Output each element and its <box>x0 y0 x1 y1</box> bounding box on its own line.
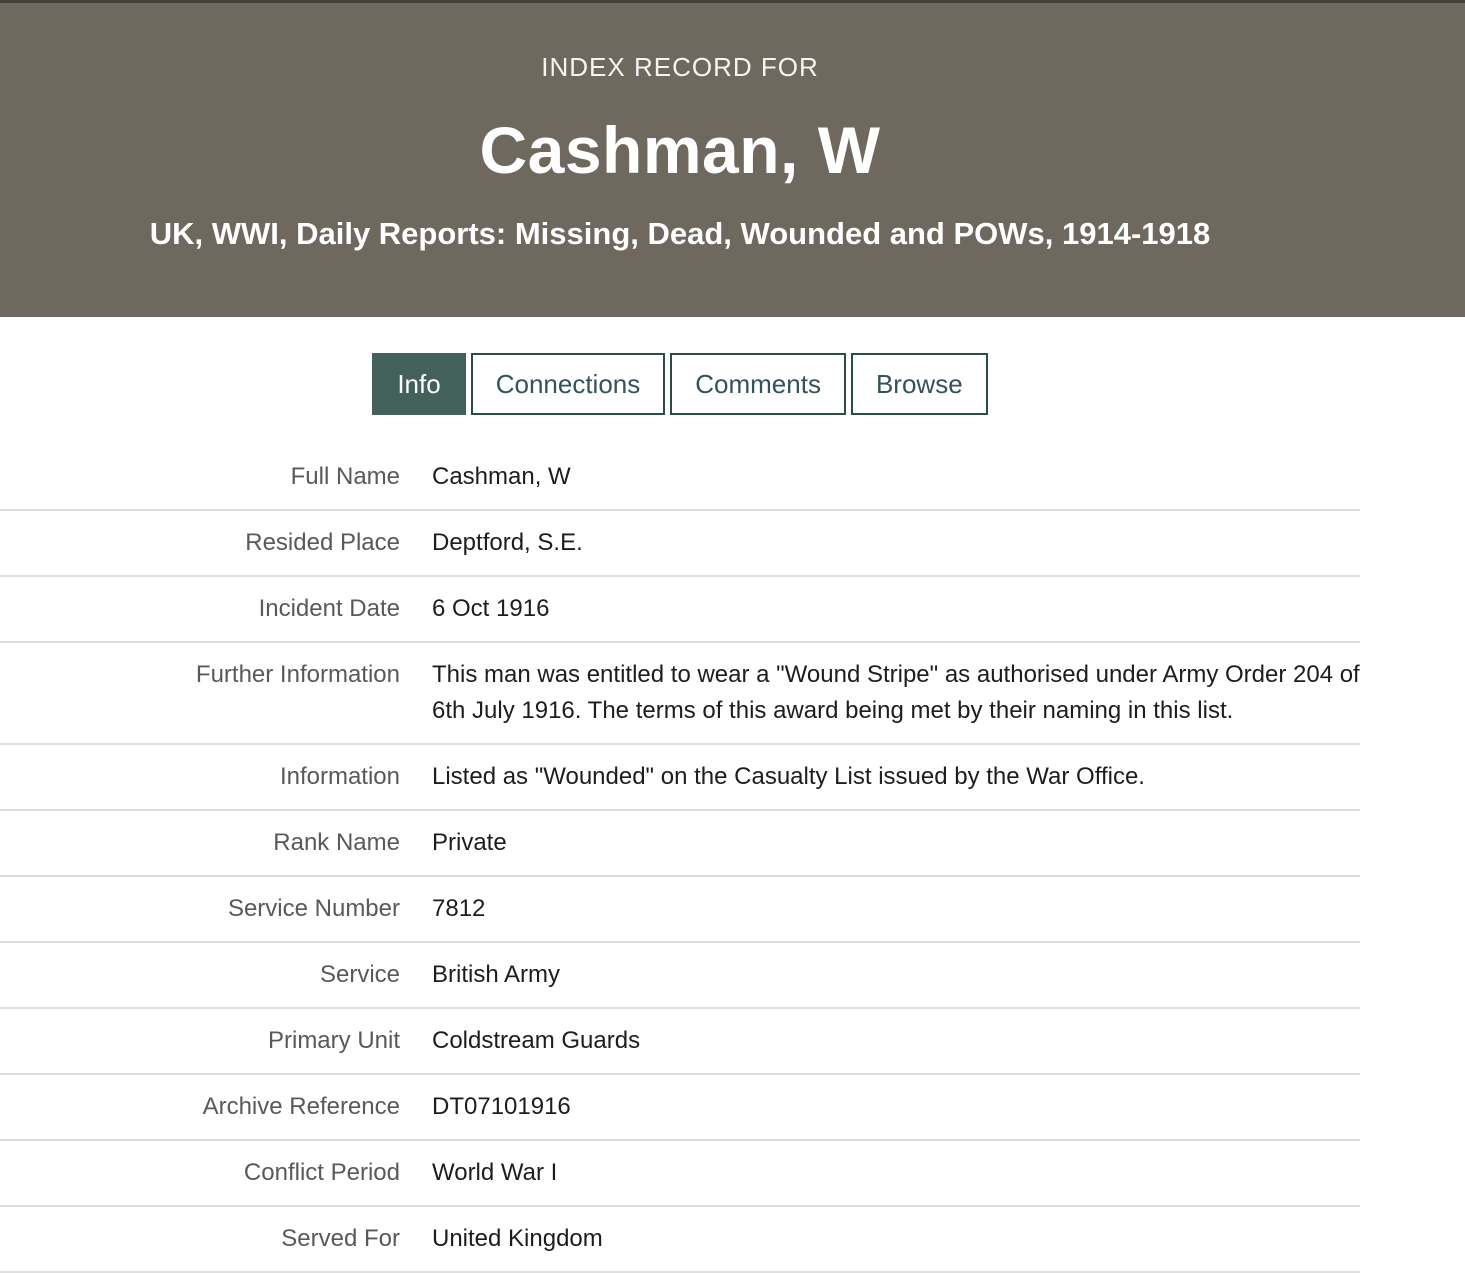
collection-subtitle: UK, WWI, Daily Reports: Missing, Dead, W… <box>149 216 1211 251</box>
field-label: Rank Name <box>273 829 400 856</box>
tab-bar: Info Connections Comments Browse <box>0 353 1360 415</box>
field-label: Incident Date <box>258 595 400 622</box>
record-row-information: Information Listed as "Wounded" on the C… <box>0 745 1360 811</box>
field-value: DT07101916 <box>432 1093 571 1120</box>
field-label: Served For <box>281 1225 400 1252</box>
field-label: Conflict Period <box>243 1159 400 1186</box>
field-label: Primary Unit <box>267 1027 400 1054</box>
record-row-incident-date: Incident Date 6 Oct 1916 <box>0 577 1360 643</box>
record-row-full-name: Full Name Cashman, W <box>0 445 1360 511</box>
record-table: Full Name Cashman, W Resided Place Deptf… <box>0 445 1360 1273</box>
field-value: 7812 <box>432 895 486 922</box>
record-row-resided-place: Resided Place Deptford, S.E. <box>0 511 1360 577</box>
field-value: British Army <box>432 961 561 988</box>
field-value: United Kingdom <box>432 1225 603 1252</box>
field-label: Further Information <box>195 661 400 688</box>
field-value: World War I <box>432 1159 558 1186</box>
record-row-primary-unit: Primary Unit Coldstream Guards <box>0 1009 1360 1075</box>
field-value: Coldstream Guards <box>432 1027 641 1054</box>
field-value: Listed as "Wounded" on the Casualty List… <box>432 763 1145 790</box>
page-title: Cashman, W <box>479 113 881 187</box>
record-row-served-for: Served For United Kingdom <box>0 1207 1360 1273</box>
record-row-archive-reference: Archive Reference DT07101916 <box>0 1075 1360 1141</box>
record-main: Info Connections Comments Browse Full Na… <box>0 353 1360 1273</box>
record-row-further-information: Further Information This man was entitle… <box>0 643 1360 745</box>
record-row-conflict-period: Conflict Period World War I <box>0 1141 1360 1207</box>
field-value: 6 Oct 1916 <box>432 595 550 622</box>
record-row-service: Service British Army <box>0 943 1360 1009</box>
field-label: Archive Reference <box>202 1093 400 1120</box>
field-value: Deptford, S.E. <box>432 529 583 556</box>
field-label: Information <box>279 763 400 790</box>
field-label: Full Name <box>290 463 400 490</box>
tab-connections[interactable]: Connections <box>470 353 666 415</box>
field-value: Cashman, W <box>432 463 571 490</box>
record-row-service-number: Service Number 7812 <box>0 877 1360 943</box>
tab-browse[interactable]: Browse <box>850 353 988 415</box>
field-value: Private <box>432 829 507 856</box>
field-value: This man was entitled to wear a "Wound S… <box>432 661 1360 724</box>
index-record-eyebrow: INDEX RECORD FOR <box>541 52 819 82</box>
field-label: Service Number <box>227 895 400 922</box>
record-header: INDEX RECORD FOR Cashman, W UK, WWI, Dai… <box>0 0 1465 317</box>
tab-info[interactable]: Info <box>372 353 466 415</box>
record-row-rank-name: Rank Name Private <box>0 811 1360 877</box>
tab-comments[interactable]: Comments <box>670 353 846 415</box>
field-label: Resided Place <box>245 529 400 556</box>
field-label: Service <box>319 961 400 988</box>
